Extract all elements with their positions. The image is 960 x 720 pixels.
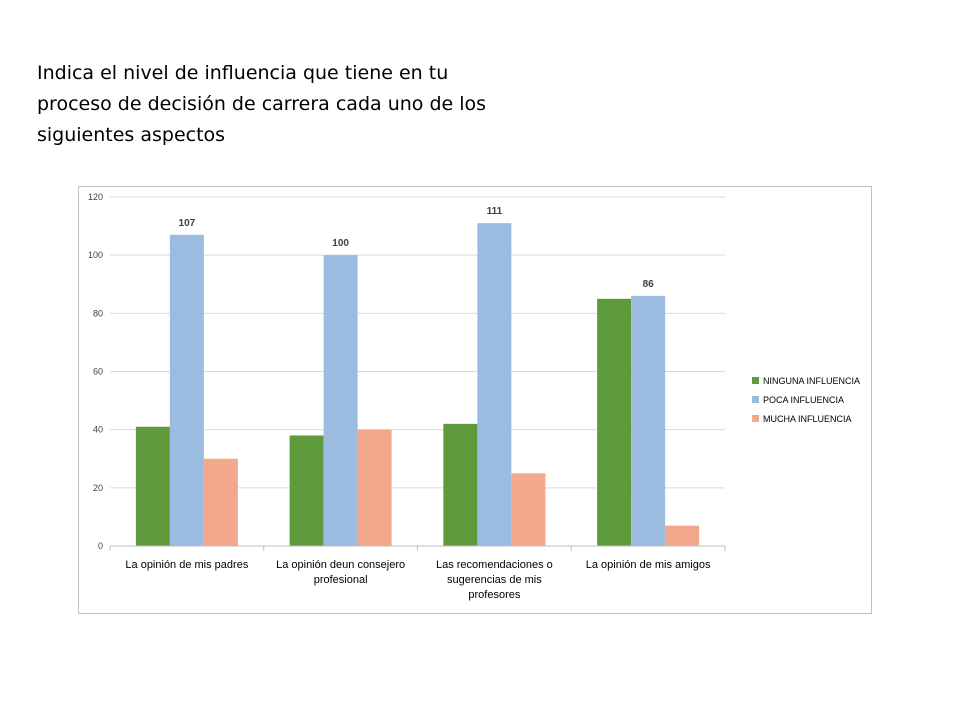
slide-title: Indica el nivel de influencia que tiene … bbox=[37, 62, 487, 146]
data-label: 86 bbox=[643, 279, 655, 290]
y-tick-label: 60 bbox=[93, 367, 103, 377]
legend-swatch bbox=[752, 396, 759, 403]
y-tick-label: 120 bbox=[88, 192, 103, 202]
x-axis bbox=[109, 545, 726, 551]
legend-label: MUCHA INFLUENCIA bbox=[763, 414, 852, 424]
y-tick-label: 40 bbox=[93, 425, 103, 435]
legend-label: POCA INFLUENCIA bbox=[763, 395, 844, 405]
bar bbox=[289, 435, 324, 546]
bar bbox=[135, 426, 170, 546]
bar bbox=[477, 223, 512, 547]
category-label: La opinión de mis amigos bbox=[586, 559, 711, 571]
bar bbox=[357, 429, 392, 546]
legend-label: NINGUNA INFLUENCIA bbox=[763, 376, 860, 386]
data-label: 100 bbox=[332, 238, 349, 249]
legend: NINGUNA INFLUENCIA POCA INFLUENCIA MUCHA I… bbox=[752, 376, 860, 424]
bar bbox=[511, 473, 546, 546]
bar bbox=[597, 298, 632, 546]
legend-swatch bbox=[752, 377, 759, 384]
bar bbox=[323, 255, 358, 546]
category-label: La opinión de mis padres bbox=[125, 559, 248, 571]
data-labels: 107 100 111 86 bbox=[179, 206, 655, 290]
y-tick-label: 0 bbox=[98, 541, 103, 551]
bar bbox=[443, 423, 478, 546]
y-axis-ticks: 0 20 40 60 80 100 120 bbox=[88, 192, 103, 551]
bar-chart: 0 20 40 60 80 100 120 107 100 111 86 La opinión d… bbox=[88, 192, 860, 601]
bar bbox=[169, 234, 204, 546]
chart-frame: 0 20 40 60 80 100 120 107 100 111 86 La opinión d… bbox=[78, 186, 872, 614]
data-label: 107 bbox=[179, 218, 196, 229]
bar bbox=[631, 295, 666, 546]
bar bbox=[203, 458, 238, 546]
legend-swatch bbox=[752, 415, 759, 422]
bar bbox=[665, 525, 700, 546]
y-tick-label: 20 bbox=[93, 483, 103, 493]
category-label: Las recomendaciones o sugerencias de mis p… bbox=[436, 559, 553, 601]
category-labels: La opinión de mis padres La opinión deun … bbox=[125, 559, 711, 601]
bars bbox=[135, 223, 700, 547]
data-label: 111 bbox=[487, 206, 503, 217]
category-label: La opinión deun consejero profesional bbox=[276, 559, 405, 586]
y-tick-label: 80 bbox=[93, 308, 103, 318]
y-tick-label: 100 bbox=[88, 250, 103, 260]
